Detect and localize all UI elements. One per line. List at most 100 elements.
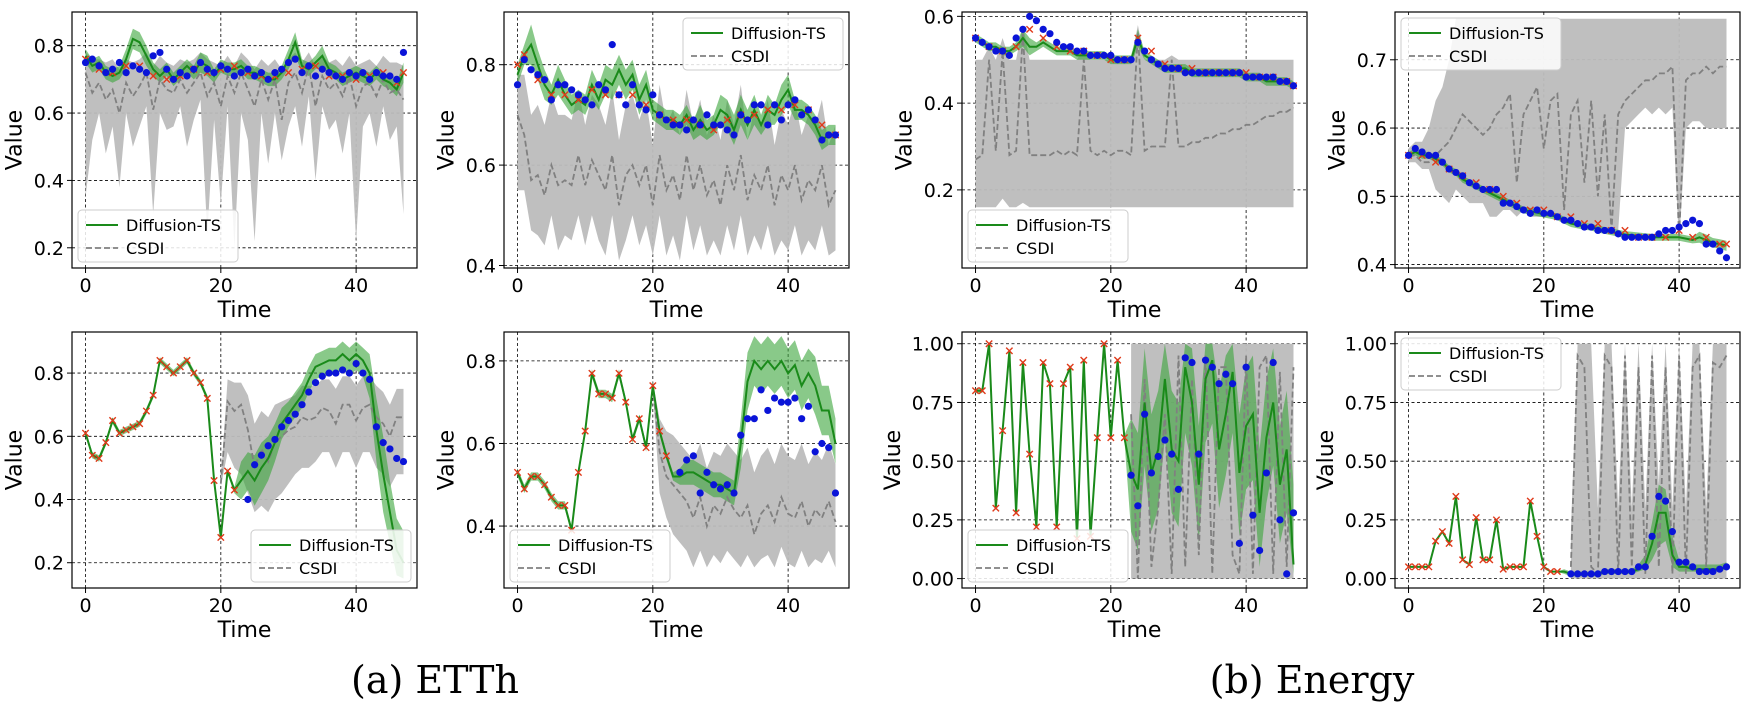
ground-truth-point	[210, 69, 218, 77]
ground-truth-point	[156, 48, 164, 57]
observed-point	[1526, 497, 1534, 505]
ground-truth-point	[825, 444, 833, 452]
y-axis-label: Value	[3, 430, 28, 490]
observed-point	[1661, 233, 1670, 241]
observed-point	[142, 407, 151, 415]
ground-truth-point	[1127, 471, 1135, 479]
ground-truth-point	[791, 394, 799, 402]
observed-point	[750, 111, 758, 119]
legend: Diffusion-TS CSDI	[682, 17, 844, 71]
ground-truth-point	[622, 101, 630, 109]
y-tick-label: 1.00	[912, 334, 954, 356]
observed-point	[1012, 43, 1020, 51]
ground-truth-point	[798, 415, 806, 423]
plot-area	[504, 12, 849, 268]
y-tick-label: 0.8	[466, 351, 496, 373]
x-axis-label: Time	[1540, 298, 1595, 323]
ground-truth-point	[534, 71, 542, 79]
ground-truth-point	[284, 58, 293, 67]
plot-area	[504, 332, 849, 588]
ground-truth-point	[1540, 209, 1548, 217]
x-axis-label: Time	[217, 298, 272, 323]
observed-point	[1025, 25, 1034, 34]
observed-point	[1702, 233, 1710, 241]
ground-truth-point	[1513, 202, 1521, 211]
ground-truth-point	[1242, 73, 1250, 81]
observed-point	[1499, 565, 1507, 573]
y-tick-label: 0.6	[924, 6, 954, 28]
observed-point	[223, 467, 232, 475]
diffusion-ts-band	[1408, 148, 1727, 251]
ground-truth-point	[332, 369, 340, 377]
legend-csdi-label: CSDI	[1016, 239, 1054, 258]
observed-point	[628, 91, 637, 99]
ground-truth-point	[757, 101, 765, 109]
ground-truth-point	[1668, 226, 1676, 235]
observed-point	[1594, 219, 1602, 228]
ground-truth-point	[271, 435, 279, 444]
observed-point	[217, 533, 225, 542]
ground-truth-point	[95, 62, 103, 70]
ground-truth-point	[1249, 73, 1257, 81]
ground-truth-point	[513, 81, 522, 89]
ground-truth-point	[710, 481, 718, 489]
ground-truth-point	[1675, 558, 1683, 566]
diffusion-ts-band	[517, 24, 836, 150]
observed-point	[764, 106, 772, 114]
x-axis-label: Time	[649, 298, 704, 323]
ground-truth-point	[352, 360, 360, 368]
ground-truth-point	[1506, 199, 1514, 207]
ground-truth-point	[1181, 354, 1189, 362]
x-axis-label: Time	[1107, 298, 1162, 323]
x-tick-label: 0	[79, 595, 91, 617]
ground-truth-point	[1249, 511, 1257, 519]
plot-area	[962, 12, 1307, 268]
ground-truth-point	[723, 481, 731, 489]
ground-truth-point	[1655, 492, 1663, 501]
ground-truth-point	[743, 116, 752, 124]
ground-truth-point	[716, 121, 725, 129]
ground-truth-point	[831, 131, 840, 139]
chart-panel-1: 0 20 40 0.2 0.4 0.6 0.8 Time Value Diffusion-TS CS…	[3, 11, 418, 323]
axes-frame	[961, 11, 1308, 269]
ground-truth-point	[345, 369, 353, 377]
observed-point	[1066, 363, 1074, 371]
ground-truth-point	[108, 65, 117, 73]
ground-truth-point	[1492, 185, 1501, 194]
ground-truth-point	[1709, 567, 1717, 576]
ground-truth-point	[1208, 363, 1216, 371]
ground-truth-point	[649, 91, 657, 99]
y-tick-label: 0.00	[1345, 569, 1387, 591]
ground-truth-point	[1174, 485, 1183, 493]
ground-truth-point	[1262, 73, 1271, 81]
observed-point	[655, 427, 664, 435]
observed-point	[163, 75, 171, 84]
observed-point	[1519, 563, 1528, 571]
y-tick-label: 0.75	[912, 392, 954, 414]
caption-etth: (a) ETTh	[351, 658, 519, 702]
ground-truth-point	[1594, 570, 1602, 578]
ground-truth-point	[723, 126, 731, 134]
ground-truth-point	[264, 442, 272, 450]
observed-point	[1458, 556, 1467, 564]
ground-truth-point	[1682, 220, 1690, 228]
ground-truth-point	[386, 445, 394, 453]
ground-truth-point	[683, 456, 691, 464]
ground-truth-point	[1141, 47, 1149, 55]
csdi-line	[975, 33, 1294, 161]
legend-csdi-label: CSDI	[1449, 47, 1487, 66]
ground-truth-point	[237, 69, 245, 77]
ground-truth-point	[628, 81, 637, 89]
ground-truth-point	[1722, 563, 1731, 571]
ground-truth-point	[710, 121, 718, 129]
ground-truth-point	[1661, 497, 1670, 505]
ground-truth-point	[1621, 567, 1629, 576]
x-tick-label: 20	[209, 595, 233, 617]
observed-point	[777, 106, 786, 114]
plot-area	[1395, 12, 1740, 268]
axes-frame	[961, 331, 1308, 589]
ground-truth-point	[1567, 570, 1575, 578]
ground-truth-point	[669, 121, 677, 129]
observed-point	[95, 454, 103, 463]
legend-box	[250, 529, 412, 583]
